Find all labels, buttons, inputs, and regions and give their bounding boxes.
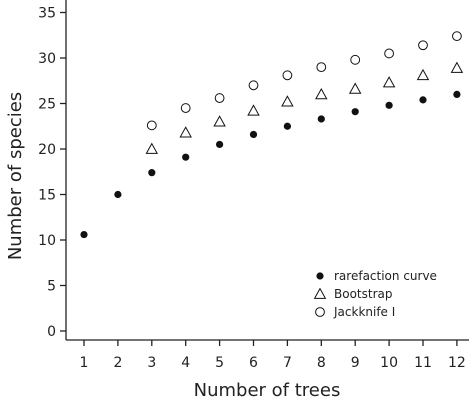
legend-item: Bootstrap — [313, 287, 392, 301]
y-tick-label: 20 — [38, 142, 56, 158]
data-point — [385, 101, 393, 109]
data-point — [419, 96, 427, 104]
data-point — [348, 82, 362, 94]
data-point — [114, 190, 122, 199]
legend-label: Bootstrap — [334, 287, 392, 301]
x-axis-title: Number of trees — [194, 380, 341, 401]
axes — [65, 0, 469, 341]
x-tick-label: 9 — [351, 355, 360, 371]
x-tick-label: 10 — [380, 355, 398, 371]
x-tick-label: 7 — [283, 355, 292, 371]
x-tick-label: 12 — [448, 355, 466, 371]
y-axis-ticks: 0 5 10 15 20 25 30 35 — [38, 6, 66, 340]
series-open-circle — [146, 31, 462, 131]
data-point — [452, 31, 462, 42]
data-point — [281, 95, 294, 107]
data-point — [145, 142, 159, 154]
x-tick-label: 3 — [147, 355, 156, 371]
data-point — [418, 40, 428, 51]
legend-label: Jackknife I — [333, 305, 395, 319]
y-tick-label: 35 — [38, 6, 56, 22]
x-tick-label: 11 — [414, 355, 432, 371]
y-tick-label: 25 — [38, 97, 56, 113]
legend-marker — [313, 287, 327, 299]
x-tick-label: 1 — [80, 355, 89, 371]
legend-marker — [315, 307, 325, 317]
data-point — [80, 230, 88, 239]
y-tick-label: 10 — [38, 233, 56, 249]
series-filled-circle — [80, 90, 461, 239]
data-point — [351, 108, 359, 116]
y-tick-label: 0 — [47, 324, 56, 340]
data-point — [384, 48, 395, 59]
legend-marker — [316, 272, 324, 280]
y-tick-label: 5 — [47, 279, 56, 295]
data-point — [382, 76, 396, 88]
data-point — [350, 54, 361, 65]
data-point — [180, 103, 191, 113]
y-tick-label: 30 — [38, 51, 56, 67]
data-point — [450, 61, 464, 73]
x-tick-label: 4 — [181, 355, 190, 371]
x-tick-label: 2 — [113, 355, 122, 371]
data-point — [453, 90, 461, 98]
legend-label: rarefaction curve — [334, 269, 437, 283]
data-point — [179, 126, 192, 138]
x-tick-label: 6 — [249, 355, 258, 371]
x-axis-ticks: 1 2 3 4 5 6 7 8 9 10 11 12 — [80, 340, 466, 371]
legend-item: rarefaction curve — [316, 269, 437, 283]
data-point — [416, 68, 430, 81]
data-point — [249, 130, 258, 139]
data-point — [316, 62, 327, 72]
data-point — [283, 122, 291, 130]
x-tick-label: 8 — [317, 355, 326, 371]
data-point — [247, 104, 260, 116]
data-points — [80, 31, 464, 239]
y-tick-label: 15 — [38, 188, 56, 204]
y-axis-title: Number of species — [5, 92, 26, 260]
data-point — [214, 93, 225, 103]
legend: rarefaction curve Bootstrap Jackknife I — [313, 269, 437, 319]
data-point — [148, 169, 156, 177]
data-point — [146, 120, 157, 131]
legend-item: Jackknife I — [315, 305, 395, 319]
data-point — [213, 115, 226, 127]
data-point — [216, 140, 224, 149]
data-point — [317, 115, 325, 123]
data-point — [315, 87, 328, 100]
x-tick-label: 5 — [215, 355, 224, 371]
data-point — [248, 80, 259, 91]
series-open-triangle — [145, 61, 464, 154]
data-point — [182, 153, 190, 161]
data-point — [282, 70, 293, 81]
